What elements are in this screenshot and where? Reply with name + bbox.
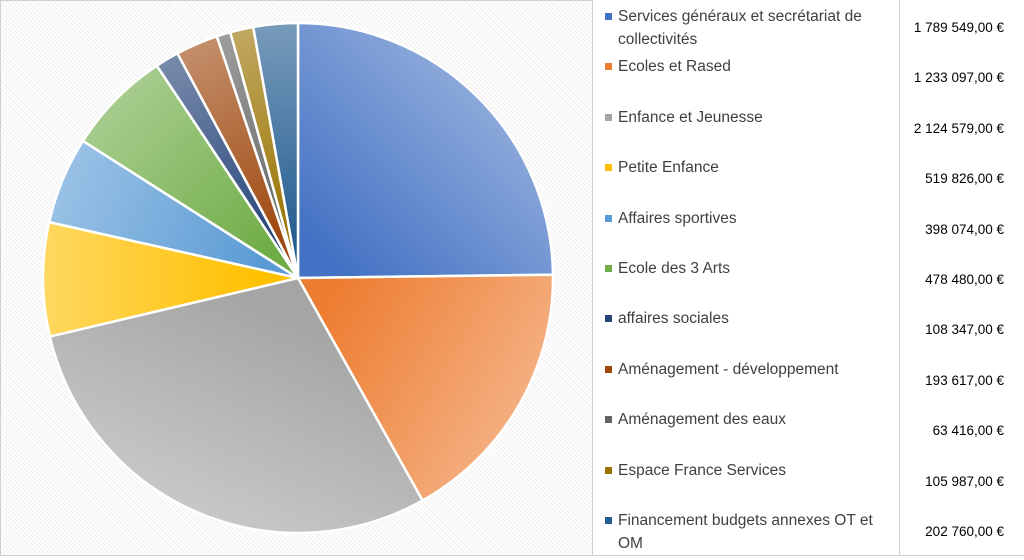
legend-item: Services généraux et secrétariat de coll…	[605, 5, 890, 51]
legend-label: Services généraux et secrétariat de coll…	[618, 8, 862, 48]
legend-marker	[605, 466, 612, 474]
legend-label: Financement budgets annexes OT et OM	[618, 512, 873, 552]
pie-slice	[41, 220, 300, 338]
pie-chart	[41, 21, 555, 535]
value-column: 1 789 549,00 € 1 233 097,00 € 2 124 579,00…	[900, 0, 1024, 556]
legend-label: Ecoles et Rased	[618, 58, 731, 76]
legend-label: Petite Enfance	[618, 159, 719, 177]
value-label: 193 617,00 €	[925, 372, 1004, 388]
legend-item: Affaires sportives	[605, 207, 890, 230]
value-label: 478 480,00 €	[925, 272, 1004, 287]
legend: Services généraux et secrétariat de coll…	[592, 0, 900, 556]
legend-item: Ecole des 3 Arts	[605, 257, 890, 280]
legend-marker	[605, 517, 612, 524]
legend-marker	[605, 13, 612, 20]
value-label: 519 826,00 €	[925, 171, 1004, 187]
pie-slice	[251, 21, 300, 280]
legend-item: Financement budgets annexes OT et OM	[605, 509, 890, 555]
legend-label: Aménagement - développement	[618, 360, 839, 378]
value-label: 63 416,00 €	[932, 423, 1004, 439]
legend-marker	[605, 315, 612, 323]
value-label: 108 347,00 €	[925, 322, 1004, 338]
legend-label: Affaires sportives	[618, 209, 737, 227]
legend-item: Espace France Services	[605, 459, 890, 482]
pie-slice	[296, 273, 555, 502]
legend-label: Aménagement des eaux	[618, 411, 787, 429]
legend-label: Ecole des 3 Arts	[618, 260, 731, 277]
pie-plot-area	[0, 0, 600, 556]
legend-label: Enfance et Jeunesse	[618, 108, 763, 126]
pie-slice	[48, 276, 424, 535]
legend-label: affaires sociales	[618, 310, 729, 328]
value-label: 105 987,00 €	[925, 473, 1004, 489]
legend-item: Ecoles et Rased	[605, 55, 890, 78]
legend-marker	[605, 113, 612, 121]
legend-marker	[605, 416, 612, 424]
legend-item: Aménagement des eaux	[605, 408, 890, 431]
legend-label: Espace France Services	[618, 461, 786, 479]
value-label: 202 760,00 €	[925, 524, 1004, 539]
legend-item: Petite Enfance	[605, 156, 890, 179]
value-label: 2 124 579,00 €	[913, 120, 1004, 136]
legend-item: Enfance et Jeunesse	[605, 106, 890, 129]
legend-marker	[605, 164, 612, 172]
value-label: 398 074,00 €	[925, 221, 1004, 237]
value-label: 1 233 097,00 €	[913, 70, 1004, 86]
legend-item: affaires sociales	[605, 307, 890, 330]
legend-item: Aménagement - développement	[605, 358, 890, 381]
legend-marker	[605, 214, 612, 222]
legend-marker	[605, 265, 612, 272]
value-label: 1 789 549,00 €	[913, 20, 1004, 35]
legend-marker	[605, 365, 612, 373]
legend-marker	[605, 63, 612, 71]
pie-slice	[296, 21, 555, 280]
